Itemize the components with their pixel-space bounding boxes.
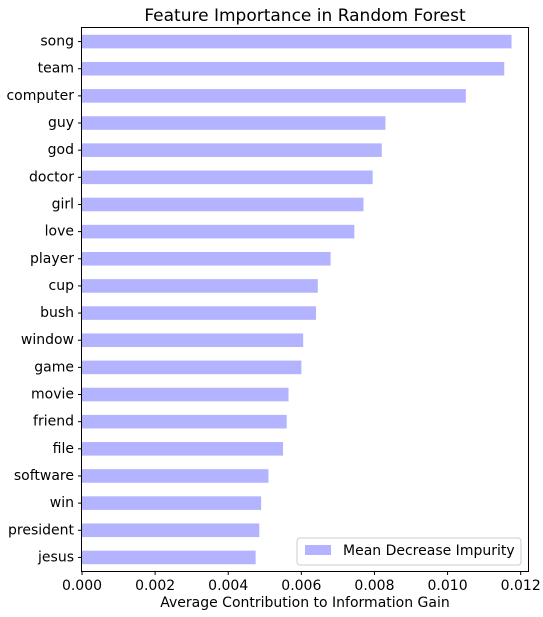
x-tick-label: 0.002 bbox=[135, 578, 175, 594]
bar-computer bbox=[82, 89, 466, 103]
bar-software bbox=[82, 469, 269, 483]
bar-girl bbox=[82, 197, 364, 212]
bar-win bbox=[82, 496, 262, 510]
bar-cup bbox=[82, 279, 318, 293]
bar-doctor bbox=[82, 170, 373, 185]
y-tick-label-team: team bbox=[38, 61, 74, 77]
bar-movie bbox=[82, 387, 289, 402]
bar-team bbox=[82, 61, 505, 76]
y-tick-label-player: player bbox=[30, 251, 74, 267]
bar-song bbox=[82, 34, 512, 49]
x-tick-label: 0.008 bbox=[354, 578, 394, 594]
x-axis-label: Average Contribution to Information Gain bbox=[160, 595, 450, 611]
y-tick-label-software: software bbox=[14, 468, 74, 484]
bar-jesus bbox=[82, 550, 256, 565]
y-tick-label-jesus: jesus bbox=[37, 549, 74, 565]
y-tick-label-file: file bbox=[53, 441, 74, 457]
x-tick-label: 0.010 bbox=[428, 578, 468, 594]
bar-guy bbox=[82, 116, 386, 130]
legend-swatch bbox=[305, 545, 331, 555]
y-tick-label-president: president bbox=[8, 522, 75, 538]
bar-love bbox=[82, 224, 355, 239]
y-tick-labels: song team computer guy god doctor girl love play… bbox=[6, 34, 82, 565]
legend: Mean Decrease Impurity bbox=[296, 537, 522, 566]
plot-frame bbox=[81, 27, 529, 572]
legend-box bbox=[296, 537, 522, 566]
y-tick-label-song: song bbox=[40, 34, 74, 50]
y-tick-label-computer: computer bbox=[6, 88, 74, 104]
chart-title: Feature Importance in Random Forest bbox=[144, 6, 466, 26]
y-tick-label-window: window bbox=[21, 332, 74, 348]
bar-player bbox=[82, 251, 331, 266]
x-tick-label: 0.000 bbox=[62, 578, 102, 594]
x-tick-label: 0.006 bbox=[281, 578, 321, 594]
y-tick-label-doctor: doctor bbox=[29, 169, 74, 185]
bar-president bbox=[82, 523, 260, 538]
y-tick-label-love: love bbox=[45, 224, 74, 240]
bar-god bbox=[82, 143, 382, 157]
y-tick-label-god: god bbox=[48, 142, 74, 158]
y-tick-label-game: game bbox=[34, 359, 74, 375]
bar-window bbox=[82, 333, 304, 348]
y-tick-label-girl: girl bbox=[52, 196, 74, 212]
y-tick-label-friend: friend bbox=[33, 414, 74, 430]
y-tick-label-cup: cup bbox=[49, 278, 75, 294]
y-tick-label-guy: guy bbox=[48, 115, 74, 131]
bar-friend bbox=[82, 414, 287, 429]
y-tick-label-bush: bush bbox=[40, 305, 74, 321]
x-tick-label: 0.012 bbox=[501, 578, 541, 594]
bar-group bbox=[82, 34, 512, 565]
bar-bush bbox=[82, 306, 316, 320]
bar-file bbox=[82, 442, 284, 456]
y-tick-label-movie: movie bbox=[31, 387, 74, 403]
bar-game bbox=[82, 360, 302, 375]
x-tick-label: 0.004 bbox=[208, 578, 248, 594]
x-axis-ticks: 0.000 0.002 0.004 0.006 0.008 0.010 0.012 bbox=[62, 571, 541, 594]
legend-label: Mean Decrease Impurity bbox=[343, 543, 515, 559]
y-tick-label-win: win bbox=[50, 495, 74, 511]
